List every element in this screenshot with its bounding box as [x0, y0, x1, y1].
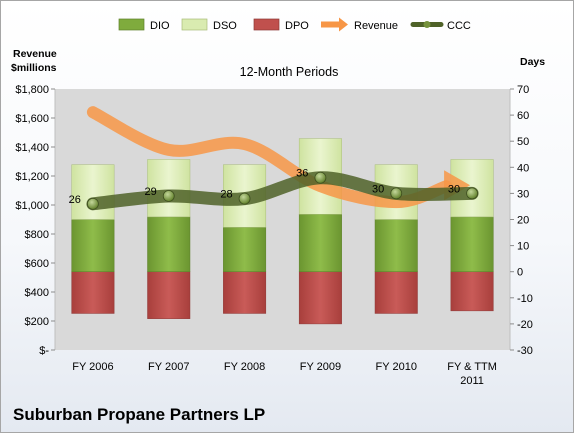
category-labels: FY 2006 FY 2007 FY 2008 FY 2009 FY 2010 FY & … [72, 361, 497, 387]
legend-label-dio: DIO [150, 20, 170, 32]
bar-dio [147, 216, 191, 272]
left-tick-label: $600 [25, 258, 49, 270]
left-axis-title-line2: $millions [11, 62, 57, 74]
bar-dpo [223, 271, 267, 314]
left-tick-label: $1,800 [15, 84, 49, 96]
category-label: FY 2006 [72, 361, 113, 373]
left-axis-title-line1: Revenue [13, 48, 57, 60]
bar-dpo [147, 271, 191, 319]
ccc-data-label: 28 [220, 189, 232, 201]
ccc-marker [87, 197, 99, 210]
ccc-line [86, 171, 479, 211]
left-tick-label: $200 [25, 316, 49, 328]
legend-label-ccc: CCC [447, 20, 471, 32]
category-label: FY & TTM [447, 361, 497, 373]
bar-dpo [71, 271, 115, 314]
bar-dpo [374, 271, 418, 314]
ccc-data-label: 29 [145, 186, 157, 198]
bar-dio [223, 227, 267, 272]
bar-dio [298, 214, 342, 272]
right-tick-label: 70 [517, 84, 529, 96]
right-tick-labels: -30 -20 -10 0 10 20 30 40 50 60 70 [510, 84, 533, 357]
bar-dpo [450, 271, 494, 312]
legend-label-dpo: DPO [285, 20, 309, 32]
ccc-marker [162, 190, 175, 202]
bar-dpo [298, 271, 342, 325]
right-tick-label: 50 [517, 136, 529, 148]
chart-title: 12-Month Periods [240, 65, 339, 79]
legend-ccc-marker-icon [423, 21, 431, 28]
bars [71, 138, 494, 325]
legend-revenue-arrow-icon [321, 17, 348, 32]
bar-dio [71, 219, 115, 272]
legend-label-revenue: Revenue [354, 20, 398, 32]
bar-dso [147, 159, 191, 218]
left-tick-label: $1,200 [15, 171, 49, 183]
right-tick-label: -30 [517, 345, 533, 357]
legend-swatch-dio [118, 18, 145, 31]
left-tick-label: $1,400 [15, 142, 49, 154]
category-label: FY 2007 [148, 361, 189, 373]
left-tick-label: $800 [25, 229, 49, 241]
right-tick-label: 40 [517, 162, 529, 174]
right-tick-label: 60 [517, 110, 529, 122]
ccc-data-label: 36 [296, 168, 308, 180]
revenue-line [86, 106, 453, 209]
legend-label-dso: DSO [213, 20, 237, 32]
ccc-marker [314, 171, 327, 184]
bar-dso [71, 164, 115, 220]
category-label: FY 2010 [376, 361, 417, 373]
ccc-data-label: 26 [69, 194, 81, 206]
category-label: FY 2008 [224, 361, 265, 373]
ccc-data-label: 30 [372, 183, 384, 195]
left-tick-label: $400 [25, 287, 49, 299]
left-tick-label: $1,600 [15, 113, 49, 125]
legend: DIO DSO DPO Revenue CCC [118, 17, 471, 32]
ccc-data-label: 30 [448, 183, 460, 195]
ccc-marker [390, 187, 403, 200]
legend-item-dso: DSO [181, 18, 237, 32]
right-tick-label: 10 [517, 241, 529, 253]
right-tick-label: 20 [517, 215, 529, 227]
right-axis-title: Days [520, 56, 545, 68]
category-label: 2011 [460, 375, 484, 387]
legend-item-dio: DIO [118, 18, 170, 32]
right-tick-label: 30 [517, 188, 529, 200]
right-tick-label: -20 [517, 319, 533, 331]
left-tick-label: $1,000 [15, 200, 49, 212]
legend-swatch-dpo [253, 18, 280, 31]
category-label: FY 2009 [300, 361, 341, 373]
legend-item-revenue: Revenue [321, 17, 398, 32]
ccc-marker [238, 192, 251, 205]
right-tick-label: 0 [517, 267, 523, 279]
left-tick-labels: $- $200 $400 $600 $800 $1,000 $1,200 $1,400 $1,6… [15, 84, 55, 357]
legend-swatch-dso [181, 18, 208, 31]
bar-dio [374, 219, 418, 272]
legend-item-dpo: DPO [253, 18, 309, 32]
legend-item-ccc: CCC [410, 20, 471, 32]
bar-dio [450, 216, 494, 272]
left-tick-label: $- [39, 345, 49, 357]
ccc-series: 26 29 28 36 30 30 [69, 168, 479, 211]
right-tick-label: -10 [517, 293, 533, 305]
company-name: Suburban Propane Partners LP [13, 405, 266, 424]
ccc-marker [466, 187, 478, 200]
